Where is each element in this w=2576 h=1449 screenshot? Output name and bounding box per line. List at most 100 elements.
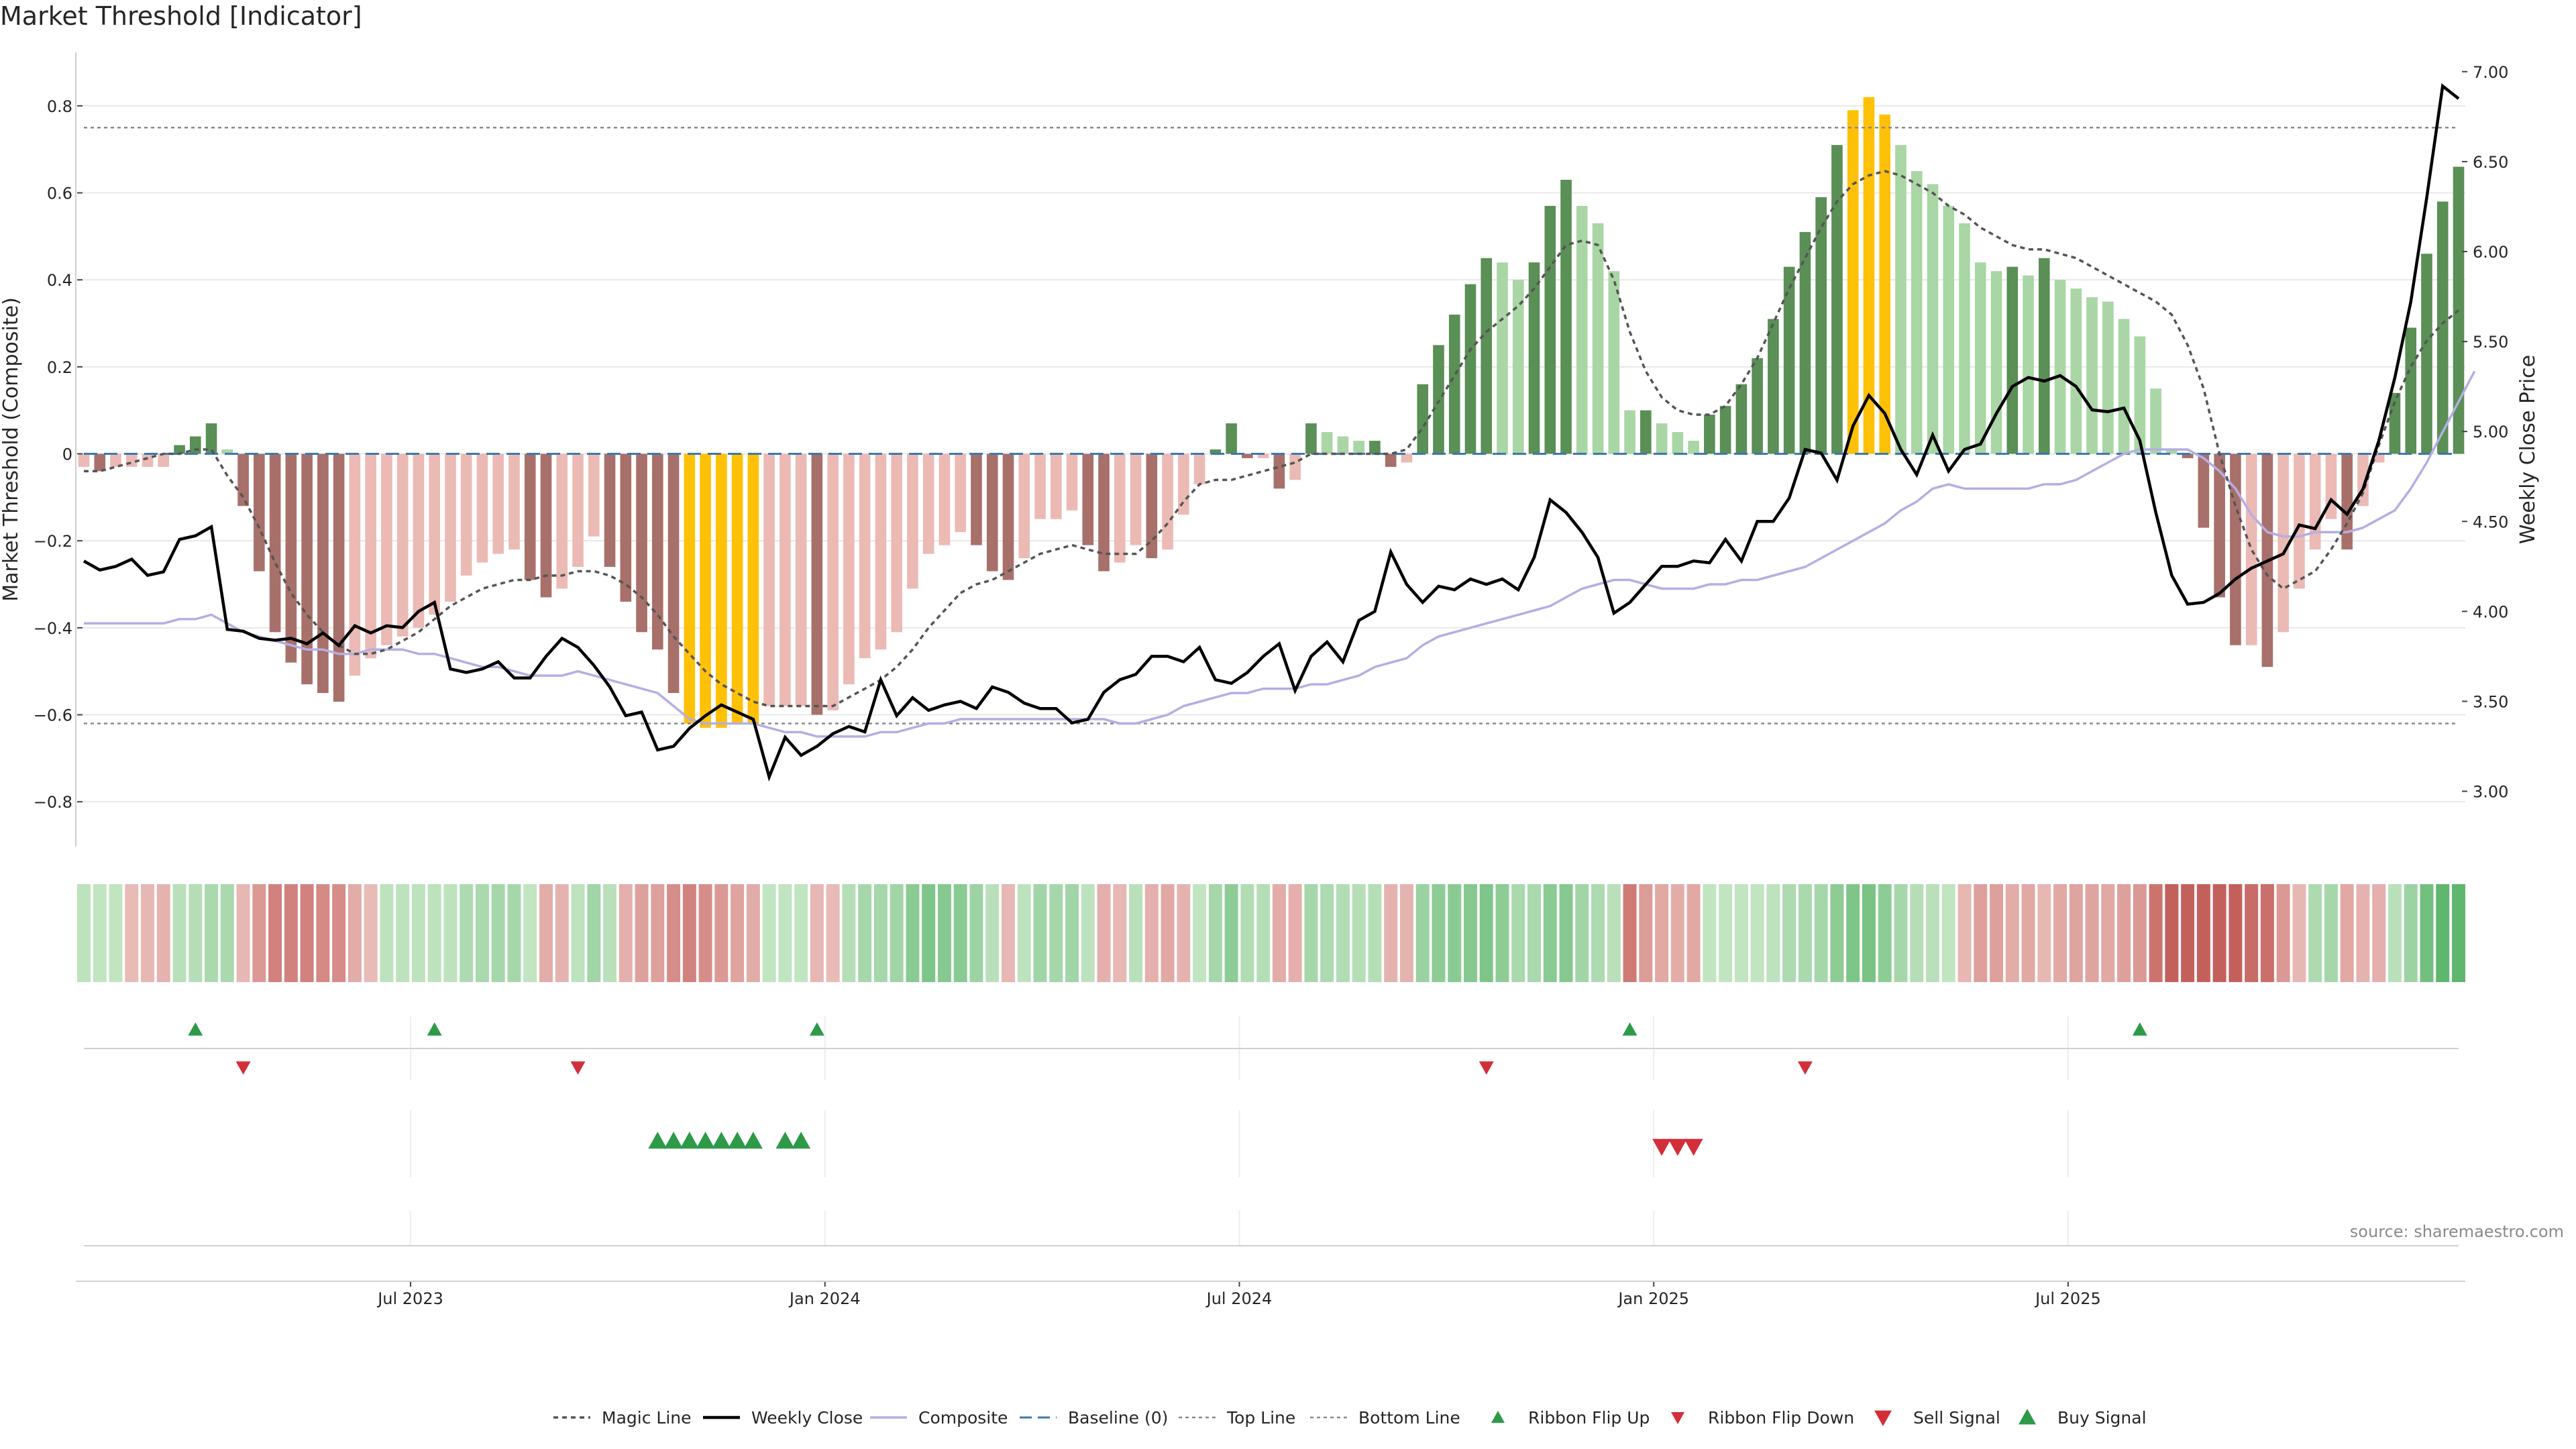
ribbon-cell [1464,884,1477,982]
composite-bar [1768,319,1779,454]
ribbon-cell [1750,884,1764,982]
composite-bar [142,453,154,467]
legend-label: Top Line [1226,1408,1295,1428]
ribbon-cell [347,884,362,982]
ribbon-cell [1129,884,1143,982]
ribbon-cell [1097,884,1111,982]
ribbon-cell [2372,884,2386,982]
ribbon-cell [284,884,298,982]
composite-bar [1034,453,1046,519]
composite-bar [620,453,632,602]
ribbon-cell [778,884,792,982]
composite-bar [1321,432,1333,454]
composite-bar [2309,453,2321,550]
ribbon-cell [714,884,729,982]
ribbon-cell [2308,884,2322,982]
ribbon-cell [539,884,553,982]
composite-bar [1959,223,1970,454]
composite-bar [1289,453,1301,480]
composite-bar [2373,453,2385,463]
ribbon-cell [1399,884,1413,982]
composite-bar [1990,271,2002,454]
composite-bar [891,453,902,633]
ribbon-cell [1177,884,1191,982]
buy-signal-marker [743,1132,763,1149]
composite-bar [667,453,680,694]
ribbon-cell [475,884,489,982]
ribbon-cell [1862,884,1876,982]
ribbon-cell [1941,884,1955,982]
y-tick-right: 4.00 [2473,602,2508,621]
ribbon-cell [1240,884,1254,982]
composite-bar [1640,410,1652,454]
legend: Magic Line Weekly Close Composite Baseline … [553,1408,2147,1428]
source-note: source: sharemaestro.com [2349,1222,2564,1241]
composite-bar [1927,184,1939,454]
ribbon-flip-down-marker [1479,1061,1494,1075]
ribbon-cell [1033,884,1047,982]
ribbon-cell [2324,884,2338,982]
ribbon-cell [1655,884,1669,982]
composite-bar [2134,336,2146,454]
composite-bar [859,453,871,659]
composite-bar [843,453,855,685]
ribbon-cell [268,884,282,982]
composite-bar [508,453,520,550]
composite-line [84,370,2476,738]
y-tick-left: 0.4 [47,271,72,290]
composite-bar [1911,171,1923,454]
y-tick-left: 0.6 [47,184,72,203]
ribbon-cell [1591,884,1605,982]
composite-bar [2102,301,2114,454]
ribbon-cell [2149,884,2163,982]
ribbon-cell [380,884,394,982]
composite-bar [2389,392,2401,454]
ribbon-cell [2245,884,2259,982]
ribbon-cell [411,884,425,982]
ribbon-cell [2340,884,2354,982]
ribbon-cell [1081,884,1095,982]
ribbon-flip-up-marker [1622,1022,1638,1036]
ribbon-cell [906,884,920,982]
composite-bar [2230,453,2241,645]
ribbon-cell [2053,884,2068,982]
ribbon-cell [953,884,967,982]
ribbon-cell [1990,884,2003,982]
composite-bar [811,453,823,715]
composite-bar [94,453,106,472]
composite-bar [1002,453,1014,580]
composite-bar [986,453,998,572]
ribbon-cell [1448,884,1462,982]
composite-bar [588,453,600,537]
composite-bar [540,453,552,598]
composite-bar [636,453,647,633]
sell-signal-marker [1668,1138,1687,1156]
composite-bar [1847,110,1859,454]
ribbon-cell [1304,884,1318,982]
y-axis-label-left: Market Threshold (Composite) [0,297,23,602]
ribbon-cell [1623,884,1637,982]
ribbon-cell [2165,884,2179,982]
ribbon-cell [332,884,346,982]
composite-bar [1369,441,1381,454]
composite-bar [476,453,488,563]
composite-bar [1193,453,1205,484]
ribbon-cell [619,884,633,982]
ribbon-cell [2436,884,2450,982]
composite-bar [460,453,472,576]
ribbon-cell [1384,884,1398,982]
buy-signal-marker [648,1132,667,1149]
composite-bar [700,453,711,728]
composite-bar [747,453,759,724]
composite-bar [2166,449,2178,454]
y-tick-right: 3.50 [2473,692,2508,711]
legend-label: Composite [918,1408,1008,1428]
ribbon-cell [603,884,617,982]
composite-bar [875,453,887,650]
ribbon-cell [1543,884,1557,982]
ribbon-cell [2101,884,2115,982]
x-tick-label: Jul 2023 [376,1289,443,1308]
ribbon-cell [189,884,203,982]
ribbon-cell [826,884,840,982]
composite-bar [922,453,934,554]
